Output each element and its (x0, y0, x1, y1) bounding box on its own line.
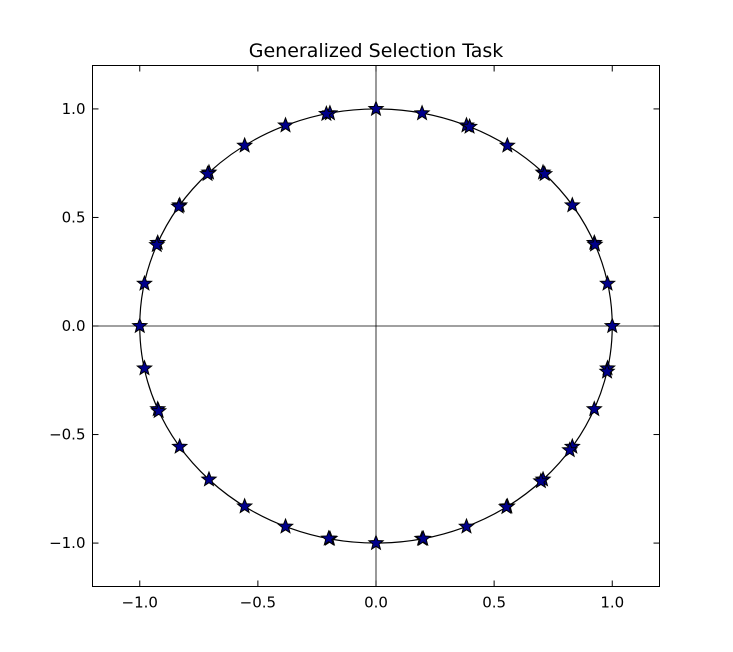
data-point (461, 117, 479, 134)
data-point (586, 235, 604, 252)
axis-ticks: −1.0 −0.5 0.0 0.5 1.0 −1.0 −0.5 0.0 0.5 1.0 (49, 65, 660, 612)
data-point (170, 197, 188, 214)
data-point (136, 359, 153, 376)
x-tick-label: −0.5 (240, 594, 276, 612)
data-point (599, 274, 616, 291)
data-point (532, 472, 550, 489)
data-point (136, 274, 153, 291)
data-point (150, 402, 168, 419)
data-point (497, 498, 515, 515)
data-point (563, 196, 581, 213)
data-point (536, 165, 554, 182)
data-point (320, 529, 338, 546)
y-tick-label: −0.5 (49, 426, 85, 444)
data-point (199, 165, 217, 182)
y-tick-label: 0.5 (62, 208, 86, 226)
chart-title: Generalized Selection Task (249, 40, 504, 62)
data-point (148, 236, 166, 253)
data-point (498, 136, 516, 153)
x-tick-label: 1.0 (600, 594, 624, 612)
data-point (236, 497, 254, 514)
data-point (200, 470, 218, 487)
data-point (131, 317, 149, 334)
plot-area (92, 65, 660, 587)
data-point (277, 517, 294, 534)
data-point (367, 534, 385, 551)
data-point (458, 517, 475, 534)
data-point (171, 437, 189, 454)
x-tick-label: 0.5 (482, 594, 506, 612)
data-point (367, 100, 385, 117)
data-point (317, 105, 335, 122)
y-tick-label: 0.0 (62, 317, 86, 335)
data-point (236, 136, 254, 153)
data-point (277, 116, 294, 133)
data-point (603, 317, 621, 334)
y-tick-label: 1.0 (62, 100, 86, 118)
data-point (413, 104, 431, 121)
y-tick-label: −1.0 (49, 534, 85, 552)
x-tick-label: −1.0 (122, 594, 158, 612)
x-tick-label: 0.0 (364, 594, 388, 612)
data-point (561, 441, 579, 458)
data-point (414, 529, 432, 546)
data-point (598, 362, 616, 379)
data-point (585, 400, 603, 417)
